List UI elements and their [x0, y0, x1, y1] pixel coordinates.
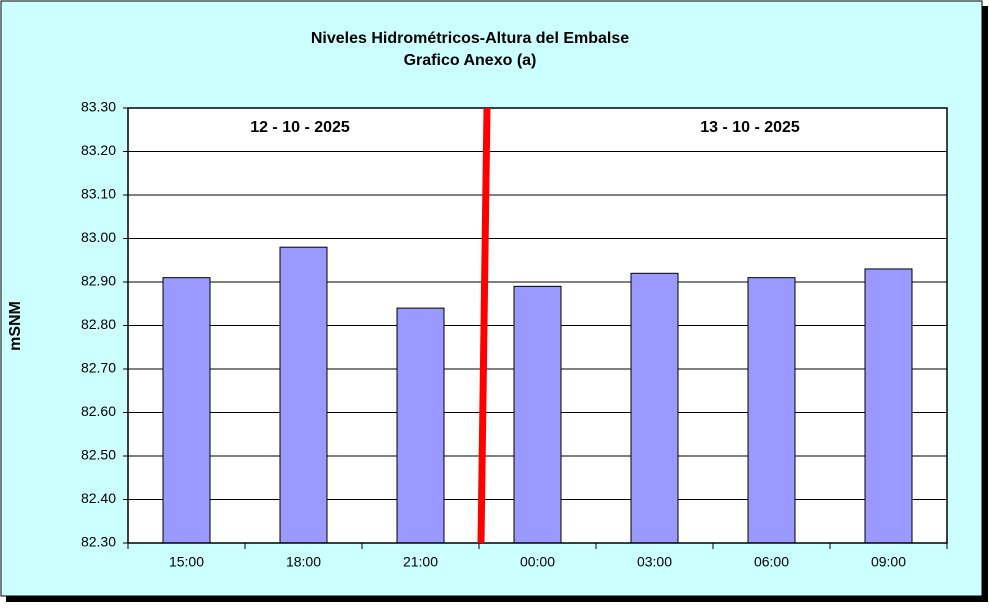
- y-tick-label: 82.80: [81, 316, 116, 332]
- bar: [513, 285, 562, 544]
- chart-subtitle: Grafico Anexo (a): [404, 52, 537, 69]
- x-tick-label: 18:00: [286, 554, 321, 570]
- x-tick-label: 06:00: [754, 554, 789, 570]
- date-separator: [477, 107, 491, 544]
- x-tick-label: 03:00: [637, 554, 672, 570]
- y-tick-label: 82.90: [81, 273, 116, 289]
- y-axis-label: mSNM: [7, 301, 24, 351]
- y-tick-label: 83.30: [81, 99, 116, 115]
- x-tick-label: 00:00: [520, 554, 555, 570]
- bar: [279, 246, 328, 544]
- y-tick-label: 83.00: [81, 229, 116, 245]
- bar: [864, 268, 913, 544]
- y-tick-label: 83.20: [81, 142, 116, 158]
- x-tick-label: 09:00: [871, 554, 906, 570]
- x-tick-label: 21:00: [403, 554, 438, 570]
- y-tick-label: 82.40: [81, 490, 116, 506]
- bar: [747, 277, 796, 544]
- plot-border: [127, 107, 948, 544]
- y-tick-label: 82.60: [81, 403, 116, 419]
- annotation: 12 - 10 - 2025: [250, 119, 350, 136]
- x-tick-label: 15:00: [169, 554, 204, 570]
- y-tick-label: 82.30: [81, 534, 116, 550]
- y-tick-label: 82.50: [81, 447, 116, 463]
- bar: [396, 307, 445, 544]
- chart-title: Niveles Hidrométricos-Altura del Embalse: [311, 30, 629, 47]
- bar: [630, 272, 679, 544]
- bar: [162, 277, 211, 544]
- y-tick-label: 83.10: [81, 186, 116, 202]
- annotation: 13 - 10 - 2025: [700, 119, 800, 136]
- y-tick-label: 82.70: [81, 360, 116, 376]
